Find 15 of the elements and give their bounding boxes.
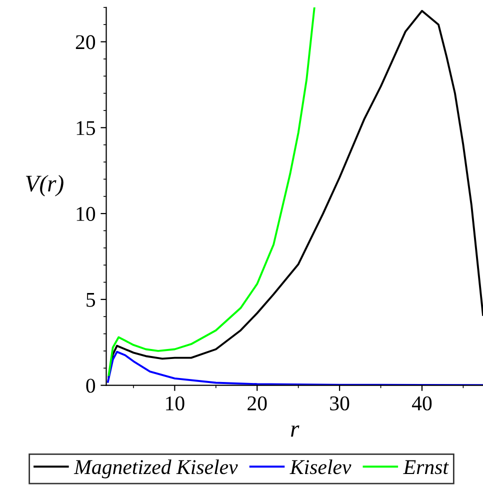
y-axis-title: V(r) (26, 174, 64, 196)
legend-label: Magnetized Kiselev (74, 459, 238, 478)
x-tick-label: 10 (166, 396, 184, 410)
line-series (108, 7, 316, 376)
legend-label: Ernst (403, 460, 449, 474)
legend-label: Kiselev (290, 459, 352, 474)
y-tick-label: 15 (76, 121, 96, 136)
y-tick-label: 0 (86, 378, 96, 393)
y-tick-label: 20 (76, 35, 96, 50)
x-tick-label: 40 (412, 396, 432, 410)
x-axis-title: r (290, 425, 300, 437)
x-tick-label: 20 (248, 396, 267, 410)
x-tick-label: 30 (330, 396, 350, 410)
y-tick-label: 10 (76, 206, 96, 221)
y-tick-label: 5 (86, 293, 96, 307)
